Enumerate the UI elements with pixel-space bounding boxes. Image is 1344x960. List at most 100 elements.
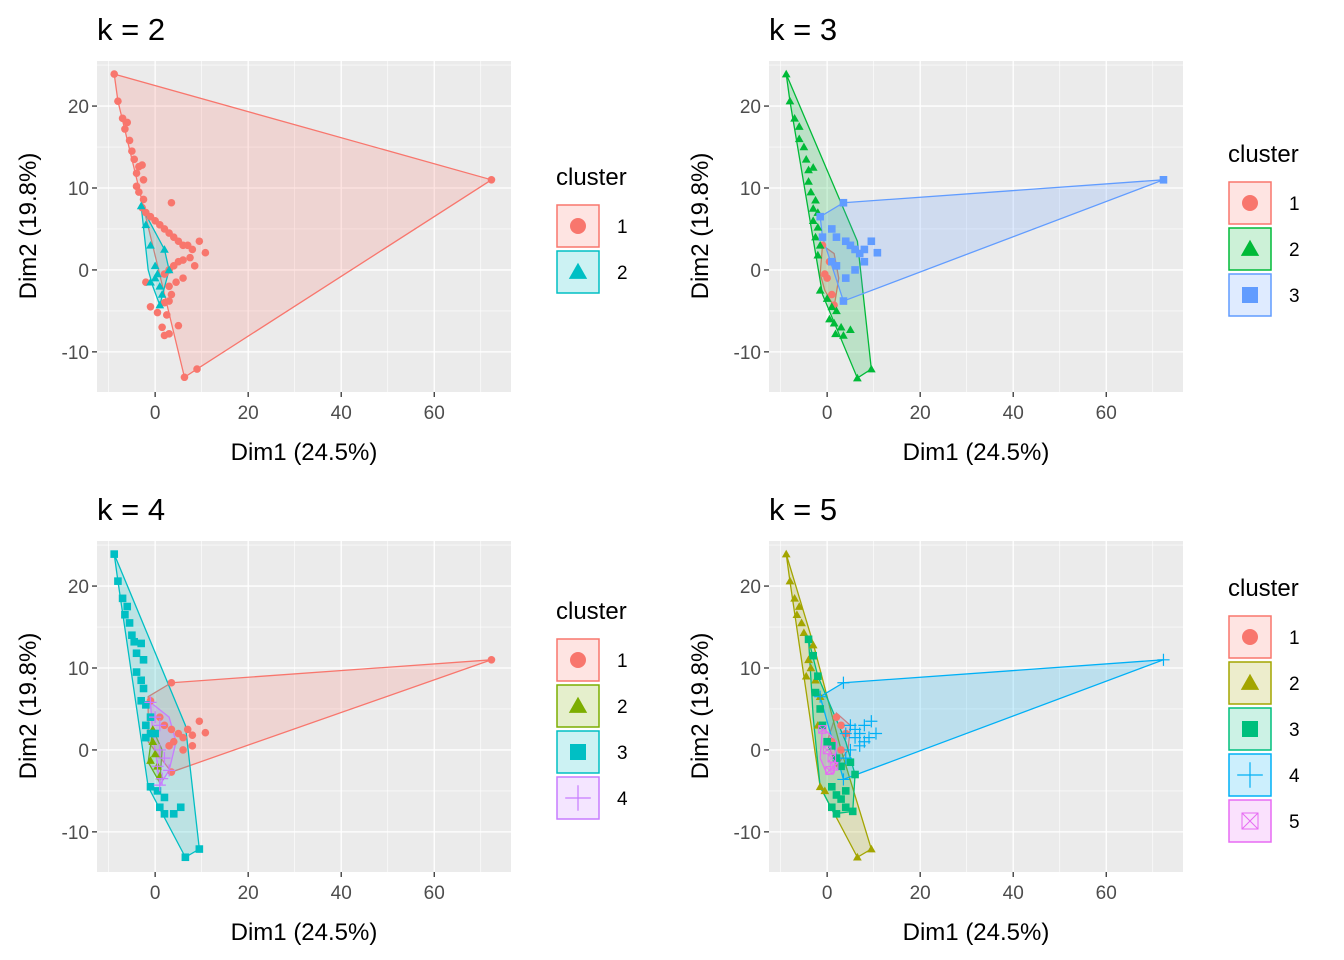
data-point: [132, 668, 141, 676]
data-point: [195, 717, 204, 726]
data-point: [865, 715, 878, 728]
data-point: [190, 262, 199, 270]
cluster-points-3: [110, 550, 204, 862]
data-point: [149, 711, 162, 724]
legend-symbol-triangle-icon: [568, 262, 588, 279]
panel-title: k = 2: [97, 12, 165, 47]
data-point: [848, 731, 862, 744]
data-point: [848, 807, 857, 816]
data-point: [118, 594, 127, 603]
data-point: [794, 602, 804, 610]
legend: 1 2 3: [1228, 181, 1300, 317]
x-axis-label: Dim1 (24.5%): [231, 919, 378, 946]
data-point: [823, 274, 831, 282]
data-point: [148, 737, 158, 746]
data-point: [790, 593, 799, 602]
data-point: [797, 618, 806, 627]
data-point: [176, 803, 185, 812]
data-point: [136, 201, 146, 210]
legend-symbol-square-icon: [570, 744, 586, 760]
data-point: [853, 852, 862, 861]
cluster-points-4: [144, 696, 176, 792]
legend-symbol-circle-icon: [570, 218, 586, 234]
data-point: [811, 232, 820, 241]
data-point: [128, 147, 136, 155]
data-point: [137, 639, 145, 648]
legend-label: 2: [617, 697, 628, 718]
x-tick-label: 60: [424, 403, 445, 424]
data-point: [146, 240, 155, 249]
data-point: [138, 161, 146, 169]
data-point: [816, 212, 824, 221]
x-tick-label: 0: [150, 403, 161, 424]
data-point: [832, 262, 841, 270]
data-point: [832, 713, 841, 721]
cluster-hull-1: [147, 659, 492, 773]
data-point: [825, 314, 834, 323]
legend-label: 1: [617, 651, 628, 672]
data-point: [827, 782, 836, 791]
legend-key-3: 3: [556, 730, 628, 774]
legend-title: cluster: [556, 164, 627, 191]
panel-title: k = 4: [97, 492, 165, 527]
data-point: [169, 810, 178, 818]
legend-symbol-plus-icon: [565, 785, 591, 811]
data-point: [132, 649, 141, 658]
data-point: [813, 250, 823, 259]
data-point: [128, 631, 136, 640]
data-point: [188, 245, 197, 254]
data-point: [165, 297, 173, 305]
data-point: [827, 742, 836, 750]
legend-title: cluster: [1228, 575, 1299, 602]
cluster-hull-1: [113, 73, 494, 379]
data-point: [130, 637, 139, 646]
data-point: [804, 165, 813, 174]
cluster-points-2: [781, 69, 876, 382]
legend-label: 1: [1289, 194, 1300, 215]
data-point: [110, 70, 119, 78]
x-tick-label: 40: [1003, 883, 1024, 904]
data-point: [1159, 175, 1168, 184]
data-point: [125, 136, 134, 145]
legend-label: 2: [1289, 674, 1300, 695]
data-point: [153, 308, 162, 317]
x-tick-label: 60: [1096, 883, 1117, 904]
data-point: [809, 651, 817, 660]
legend-key-3: 3: [1228, 707, 1300, 751]
data-point: [832, 306, 841, 315]
data-point: [188, 742, 197, 750]
data-point: [813, 222, 823, 231]
data-point: [132, 182, 141, 191]
data-point: [837, 795, 845, 803]
data-point: [165, 282, 173, 291]
data-point: [818, 725, 827, 734]
data-point: [160, 810, 169, 818]
legend-key-2: 2: [556, 250, 628, 294]
data-point: [160, 245, 169, 253]
data-point: [160, 793, 169, 802]
data-point: [841, 274, 850, 282]
data-point: [137, 676, 145, 685]
legend-label: 2: [1289, 240, 1300, 261]
legend-swatch: [556, 250, 600, 294]
legend-symbol-triangle-icon: [1240, 673, 1260, 690]
data-point: [139, 655, 148, 664]
data-point: [846, 325, 855, 334]
data-point: [867, 237, 876, 246]
data-point: [839, 727, 852, 740]
data-point: [165, 330, 173, 338]
y-tick-label: 0: [750, 741, 761, 762]
data-point: [142, 733, 150, 742]
x-tick-label: 60: [1096, 403, 1117, 424]
data-point: [814, 672, 822, 680]
data-point: [180, 373, 189, 382]
data-point: [822, 745, 832, 755]
data-point: [827, 225, 836, 233]
data-point: [781, 549, 791, 558]
data-point: [167, 290, 176, 299]
data-point: [146, 302, 155, 311]
data-point: [181, 853, 190, 862]
data-point: [801, 671, 811, 680]
x-tick-label: 40: [1003, 403, 1024, 424]
